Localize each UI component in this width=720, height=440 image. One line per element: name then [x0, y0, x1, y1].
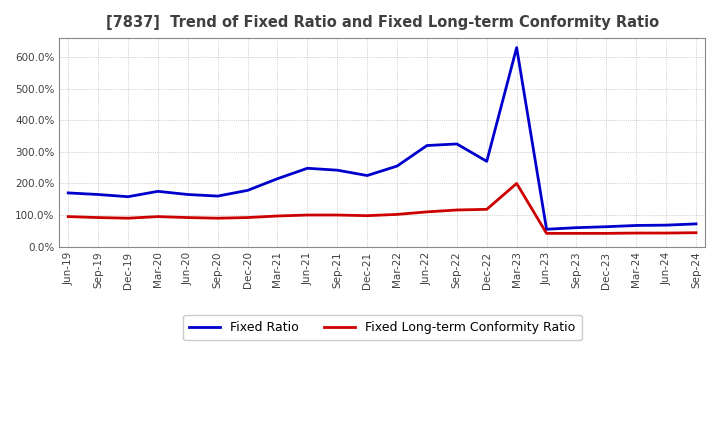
Fixed Long-term Conformity Ratio [542, 231, 551, 236]
Fixed Long-term Conformity Ratio [94, 215, 102, 220]
Fixed Ratio [453, 141, 462, 147]
Fixed Long-term Conformity Ratio [333, 213, 341, 218]
Fixed Long-term Conformity Ratio [513, 181, 521, 186]
Fixed Long-term Conformity Ratio [482, 207, 491, 212]
Fixed Ratio [692, 221, 701, 227]
Fixed Ratio [602, 224, 611, 229]
Fixed Long-term Conformity Ratio [273, 213, 282, 219]
Line: Fixed Ratio: Fixed Ratio [68, 48, 696, 229]
Fixed Ratio [423, 143, 431, 148]
Fixed Long-term Conformity Ratio [632, 231, 641, 236]
Fixed Ratio [542, 227, 551, 232]
Fixed Long-term Conformity Ratio [303, 213, 312, 218]
Fixed Long-term Conformity Ratio [213, 216, 222, 221]
Fixed Ratio [632, 223, 641, 228]
Fixed Long-term Conformity Ratio [392, 212, 401, 217]
Title: [7837]  Trend of Fixed Ratio and Fixed Long-term Conformity Ratio: [7837] Trend of Fixed Ratio and Fixed Lo… [106, 15, 659, 30]
Fixed Long-term Conformity Ratio [453, 207, 462, 213]
Fixed Long-term Conformity Ratio [423, 209, 431, 215]
Fixed Ratio [124, 194, 132, 199]
Fixed Ratio [363, 173, 372, 178]
Fixed Long-term Conformity Ratio [572, 231, 581, 236]
Fixed Ratio [64, 190, 73, 195]
Legend: Fixed Ratio, Fixed Long-term Conformity Ratio: Fixed Ratio, Fixed Long-term Conformity … [183, 315, 582, 341]
Fixed Long-term Conformity Ratio [602, 231, 611, 236]
Fixed Long-term Conformity Ratio [64, 214, 73, 219]
Fixed Long-term Conformity Ratio [692, 230, 701, 235]
Fixed Long-term Conformity Ratio [184, 215, 192, 220]
Fixed Ratio [662, 223, 670, 228]
Fixed Long-term Conformity Ratio [662, 231, 670, 236]
Fixed Long-term Conformity Ratio [363, 213, 372, 218]
Fixed Long-term Conformity Ratio [153, 214, 162, 219]
Fixed Ratio [482, 159, 491, 164]
Fixed Ratio [513, 45, 521, 50]
Fixed Ratio [153, 189, 162, 194]
Fixed Ratio [94, 192, 102, 197]
Fixed Long-term Conformity Ratio [243, 215, 252, 220]
Fixed Ratio [213, 194, 222, 199]
Fixed Ratio [572, 225, 581, 230]
Fixed Ratio [333, 168, 341, 173]
Fixed Ratio [392, 163, 401, 169]
Fixed Ratio [273, 176, 282, 181]
Line: Fixed Long-term Conformity Ratio: Fixed Long-term Conformity Ratio [68, 183, 696, 233]
Fixed Long-term Conformity Ratio [124, 216, 132, 221]
Fixed Ratio [184, 192, 192, 197]
Fixed Ratio [243, 188, 252, 193]
Fixed Ratio [303, 165, 312, 171]
